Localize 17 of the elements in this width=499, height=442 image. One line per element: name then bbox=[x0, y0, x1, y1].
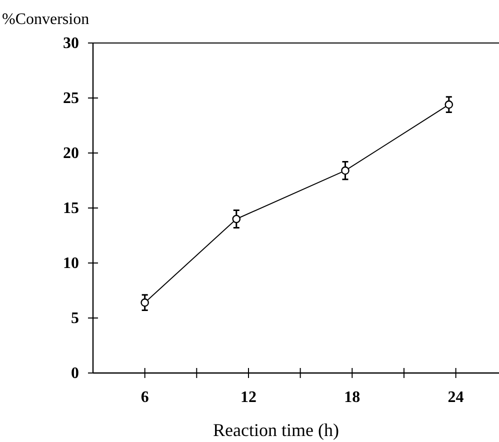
x-tick-label: 24 bbox=[448, 389, 464, 406]
y-tick-label: 15 bbox=[63, 200, 79, 218]
y-tick-label: 30 bbox=[63, 35, 79, 52]
y-axis-title: %Conversion bbox=[2, 11, 90, 28]
y-tick-label: 5 bbox=[71, 310, 79, 328]
x-axis-title: Reaction time (h) bbox=[213, 420, 339, 440]
x-tick-label: 18 bbox=[344, 389, 360, 406]
point bbox=[140, 298, 149, 307]
point bbox=[341, 166, 350, 175]
y-tick-label: 25 bbox=[63, 90, 79, 108]
y-tick-label: 20 bbox=[63, 145, 79, 162]
point bbox=[232, 214, 241, 224]
y-tick-label: 10 bbox=[63, 255, 79, 272]
y-tick-label: 0 bbox=[71, 365, 79, 382]
x-tick-label: 12 bbox=[240, 389, 256, 406]
x-tick-label: 6 bbox=[140, 389, 149, 406]
point bbox=[444, 100, 454, 109]
